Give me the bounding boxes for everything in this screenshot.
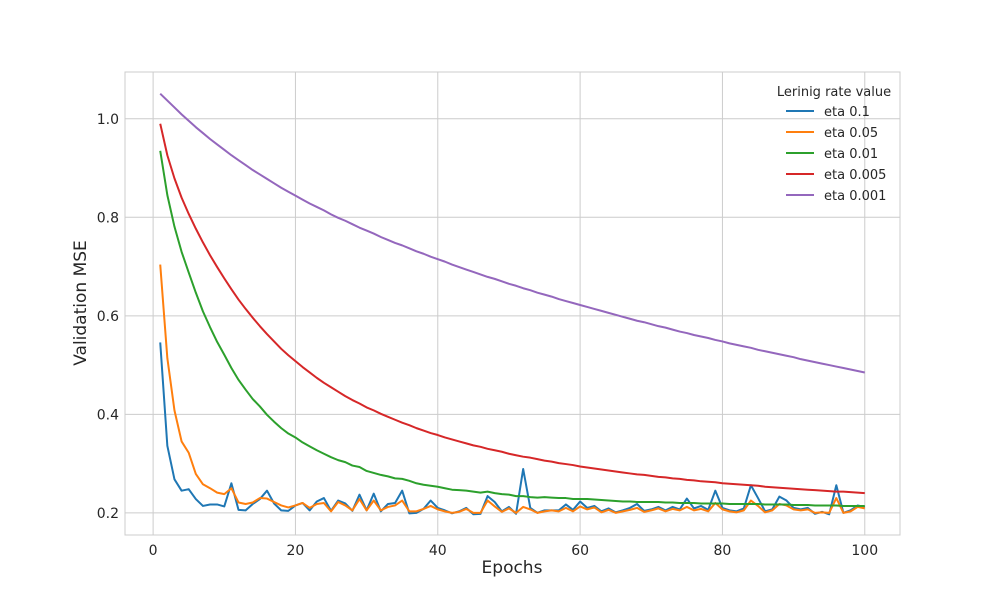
legend-label-2: eta 0.01 <box>824 147 878 162</box>
x-tick-label: 80 <box>714 543 732 559</box>
plot-frame <box>124 71 901 536</box>
x-tick-label: 100 <box>851 543 878 559</box>
series-line-2 <box>159 150 865 507</box>
plot-background <box>125 72 900 535</box>
x-tick-labels: 0 20 40 60 80 100 <box>149 543 878 559</box>
x-tick-label: 0 <box>149 543 158 559</box>
legend-title: Lerinig rate value <box>777 85 891 100</box>
series-lines <box>159 92 865 516</box>
y-tick-label: 0.6 <box>97 309 119 325</box>
grid-lines <box>125 72 900 535</box>
y-tick-label: 0.8 <box>97 210 119 226</box>
legend: Lerinig rate value eta 0.1 eta 0.05 eta 0.… <box>777 85 891 204</box>
y-tick-labels: 0.2 0.4 0.6 0.8 1.0 <box>97 112 119 522</box>
legend-label-1: eta 0.05 <box>824 126 878 141</box>
x-tick-label: 20 <box>287 543 305 559</box>
legend-label-3: eta 0.005 <box>824 168 886 183</box>
y-tick-label: 0.4 <box>97 407 119 423</box>
y-tick-label: 0.2 <box>97 506 119 522</box>
y-tick-label: 1.0 <box>97 112 119 128</box>
legend-label-0: eta 0.1 <box>824 105 870 120</box>
x-tick-label: 40 <box>429 543 447 559</box>
series-line-3 <box>159 123 865 495</box>
series-line-1 <box>159 264 865 514</box>
y-axis-label: Validation MSE <box>71 240 91 366</box>
x-tick-label: 60 <box>571 543 589 559</box>
legend-label-4: eta 0.001 <box>824 189 886 204</box>
series-line-4 <box>159 92 865 374</box>
x-axis-label: Epochs <box>482 558 543 578</box>
